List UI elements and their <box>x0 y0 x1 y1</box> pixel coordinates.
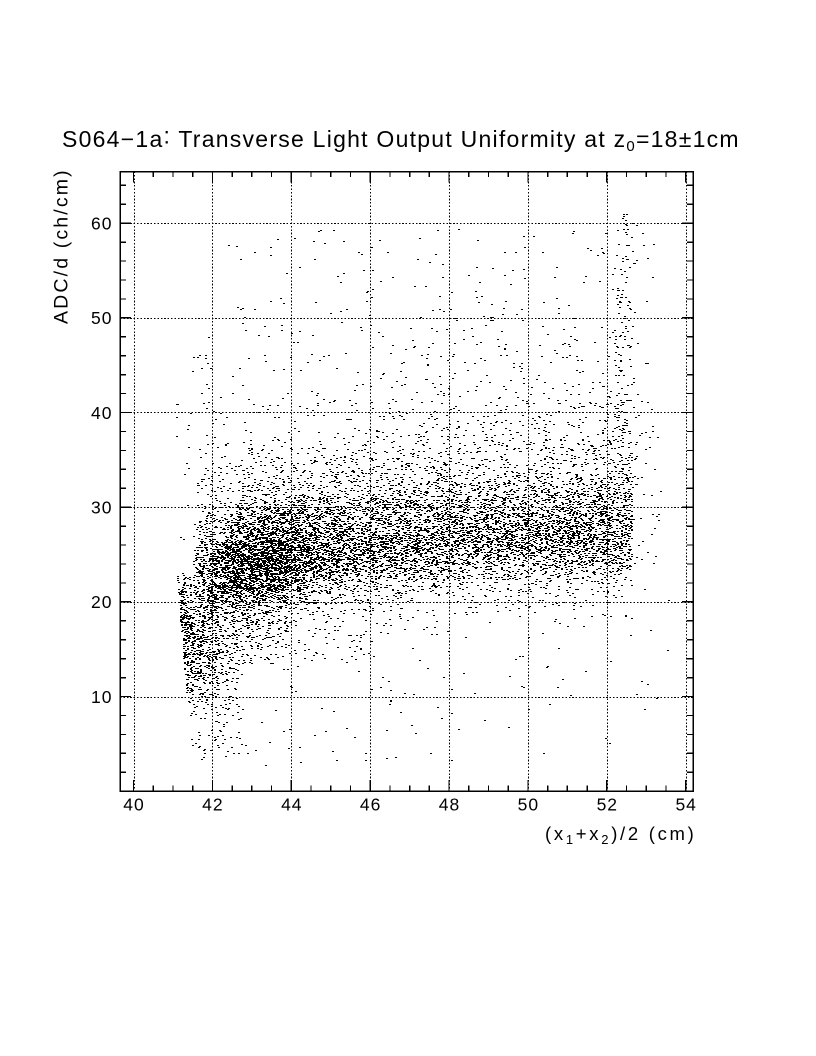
svg-text:40: 40 <box>91 403 112 423</box>
svg-text:40: 40 <box>123 795 144 815</box>
svg-text:ADC/d (ch/cm): ADC/d (ch/cm) <box>51 168 73 324</box>
svg-text:50: 50 <box>518 795 539 815</box>
svg-text:54: 54 <box>675 795 696 815</box>
svg-text:10: 10 <box>91 687 112 707</box>
svg-text:60: 60 <box>91 214 112 234</box>
svg-text:50: 50 <box>91 308 112 328</box>
svg-text:42: 42 <box>202 795 223 815</box>
svg-text:S064−1a: Transverse Light Outp: S064−1a: Transverse Light Output Uniform… <box>62 123 740 156</box>
svg-text:30: 30 <box>91 498 112 518</box>
svg-text:48: 48 <box>439 795 460 815</box>
svg-text:46: 46 <box>360 795 381 815</box>
svg-text:(x1+x2)/2 (cm): (x1+x2)/2 (cm) <box>545 823 696 847</box>
svg-text:20: 20 <box>91 592 112 612</box>
svg-text:44: 44 <box>281 795 302 815</box>
svg-text:52: 52 <box>597 795 618 815</box>
